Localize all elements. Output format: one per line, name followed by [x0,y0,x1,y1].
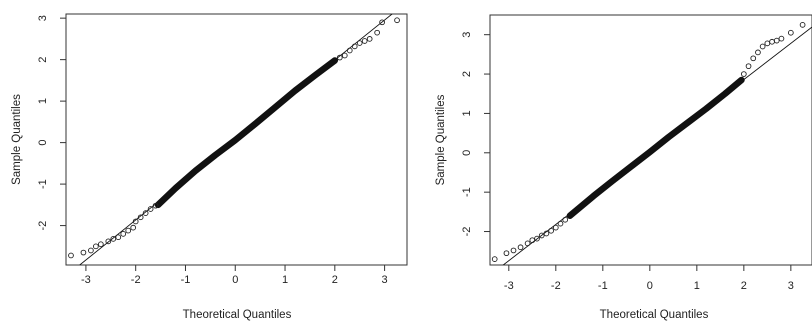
data-point [69,253,74,258]
y-tick-label: 2 [461,71,473,77]
x-tick-label: 1 [694,280,700,292]
y-tick-label: 2 [37,57,49,63]
x-tick-label: 3 [382,274,388,286]
y-tick-label: -2 [37,221,49,231]
data-point [347,48,352,53]
x-axis-title: Theoretical Quantiles [183,309,292,321]
x-tick-label: 3 [788,280,794,292]
x-tick-label: 0 [647,280,653,292]
y-tick-label: 1 [461,110,473,116]
x-axis-title: Theoretical Quantiles [600,309,709,321]
x-tick-label: -2 [551,280,561,292]
data-point [116,235,121,240]
data-point [765,41,770,46]
qq-plot-right: -3 -2 -1 0 1 2 3 -2 -1 0 1 2 3 Theoretical Quantiles S… [435,0,812,321]
y-axis-title: Sample Quantiles [435,94,447,185]
y-tick-label: 0 [37,140,49,146]
data-point [800,22,805,27]
x-tick-label: 0 [232,274,238,286]
data-point [362,39,367,44]
data-point [126,228,131,233]
data-point [549,228,554,233]
y-tick-label: -2 [461,227,473,237]
data-point [121,231,126,236]
data-point [93,244,98,249]
data-point [395,18,400,23]
x-tick-label: -3 [504,280,514,292]
data-point [563,217,568,222]
data-point [106,239,111,244]
data-point [530,238,535,243]
qq-plot-left: -3 -2 -1 0 1 2 3 -2 -1 0 1 2 3 Theoretical Quantiles S… [11,0,457,321]
qq-reference-line [16,0,457,316]
data-point [788,30,793,35]
data-point [518,245,523,250]
data-point [81,250,86,255]
data-point [746,64,751,69]
data-point [770,39,775,44]
data-point [756,50,761,55]
data-point [367,36,372,41]
x-tick-label: -1 [598,280,608,292]
y-tick-label: -1 [37,179,49,189]
x-tick-label: 2 [332,274,338,286]
data-point [504,251,509,256]
data-point [760,44,765,49]
dense-point-cloud [158,60,335,204]
data-point [558,221,563,226]
y-tick-label: -1 [461,187,473,197]
x-tick-label: -3 [81,274,91,286]
data-point [88,248,93,253]
data-point [98,242,103,247]
x-tick-label: -2 [131,274,141,286]
y-tick-label: 3 [37,15,49,21]
data-point [352,44,357,49]
y-tick-label: 3 [461,32,473,38]
data-point [553,225,558,230]
x-tick-label: 2 [741,280,747,292]
data-point [741,72,746,77]
data-point [492,257,497,262]
data-point [375,30,380,35]
y-tick-label: 0 [461,150,473,156]
data-point [357,41,362,46]
x-tick-label: -1 [181,274,191,286]
dense-point-cloud [570,80,742,216]
data-point [511,248,516,253]
x-tick-label: 1 [282,274,288,286]
data-point [131,225,136,230]
y-axis-title: Sample Quantiles [11,94,23,185]
data-point [525,241,530,246]
y-tick-label: 1 [37,98,49,104]
data-point [751,56,756,61]
data-point [774,38,779,43]
plot-frame [490,15,812,265]
data-point [779,36,784,41]
data-point [342,53,347,58]
